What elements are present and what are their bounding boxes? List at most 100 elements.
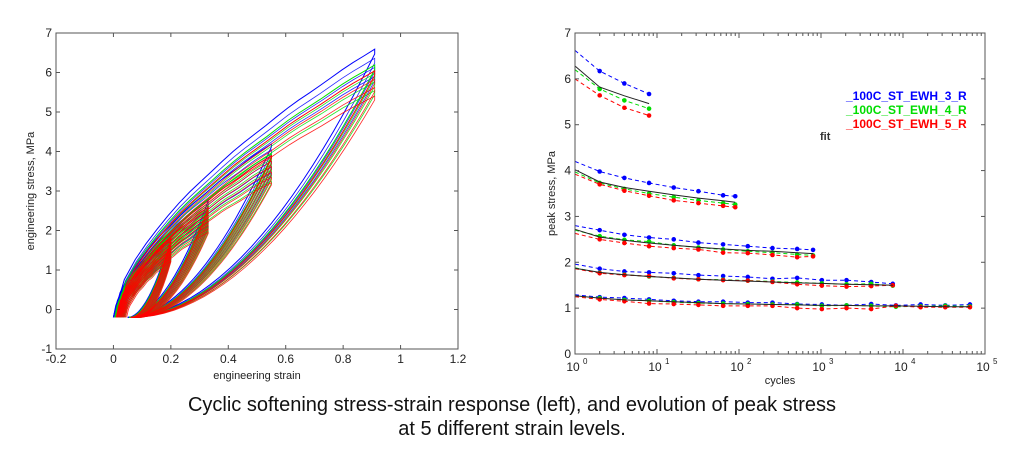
- x-tick-label: 1.2: [450, 352, 467, 366]
- y-tick-label: 4: [45, 145, 52, 159]
- x-tick-label: 0: [110, 352, 117, 366]
- x-tick-exponent: 3: [829, 357, 834, 366]
- y-tick-label: 7: [45, 26, 52, 40]
- legend-entry-3: _100C_ST_EWH_3_R: [845, 89, 967, 103]
- x-tick-exponent: 1: [665, 357, 670, 366]
- x-tick-label: 10: [976, 360, 990, 374]
- strain-level-group-2: [574, 225, 816, 260]
- data-point: [597, 169, 602, 174]
- data-point: [622, 98, 627, 103]
- data-point: [794, 246, 800, 252]
- hysteresis-loop: [121, 182, 272, 318]
- data-point: [671, 237, 677, 242]
- data-point: [868, 306, 874, 312]
- data-point: [646, 106, 652, 111]
- left-axis-ticks: -0.2 0 0.2 0.4 0.6 0.8 1 1.2 -1 0 1 2 3 4 5 6 7: [41, 26, 466, 366]
- data-point: [794, 305, 800, 311]
- fit-line: [574, 267, 893, 286]
- fit-line: [574, 295, 970, 308]
- data-point: [622, 188, 627, 194]
- data-point: [770, 252, 775, 258]
- data-point: [696, 302, 701, 308]
- data-point: [597, 68, 602, 74]
- data-point: [720, 242, 726, 247]
- data-point: [597, 266, 602, 272]
- data-point: [794, 275, 800, 281]
- data-point: [671, 245, 677, 251]
- data-point: [622, 105, 627, 111]
- hysteresis-loop: [119, 171, 272, 318]
- hysteresis-loop: [119, 95, 376, 318]
- hysteresis-loop: [115, 70, 376, 318]
- data-point: [597, 182, 602, 187]
- fit-line: [574, 65, 650, 105]
- caption-line-2: at 5 different strain levels.: [398, 418, 626, 440]
- legend-fit-label: fit: [820, 131, 831, 143]
- hysteresis-loop: [121, 224, 209, 318]
- hysteresis-loops: [112, 48, 376, 318]
- x-tick-label: 1: [397, 352, 404, 366]
- series-line: [574, 78, 650, 116]
- data-point: [770, 245, 775, 251]
- data-point: [696, 240, 701, 245]
- data-point: [720, 273, 726, 279]
- x-tick-label: 10: [648, 360, 662, 374]
- data-point: [745, 243, 751, 249]
- fit-line: [574, 228, 814, 255]
- hysteresis-loop: [114, 57, 376, 318]
- y-tick-label: 3: [564, 209, 571, 223]
- y-tick-label: 2: [45, 224, 52, 238]
- hysteresis-loop: [118, 165, 272, 318]
- data-point: [646, 91, 652, 97]
- x-tick-label: 0.6: [277, 352, 294, 366]
- strain-level-group-0: [574, 50, 652, 118]
- hysteresis-loop: [122, 228, 209, 318]
- data-point: [646, 180, 652, 186]
- hysteresis-loop: [120, 220, 209, 318]
- data-point: [622, 240, 627, 246]
- y-tick-label: 5: [45, 105, 52, 119]
- x-tick-exponent: 4: [911, 357, 916, 366]
- strain-level-group-3: [574, 263, 896, 289]
- peak-stress-series: [574, 50, 973, 312]
- data-point: [810, 247, 816, 253]
- data-point: [819, 306, 825, 312]
- data-point: [696, 188, 701, 194]
- data-point: [646, 270, 652, 275]
- strain-level-group-1: [574, 160, 738, 210]
- data-point: [696, 272, 701, 278]
- series-line: [574, 173, 736, 208]
- data-point: [671, 185, 677, 190]
- hysteresis-loop: [119, 217, 209, 318]
- hysteresis-loop: [112, 48, 376, 318]
- y-tick-label: 1: [45, 263, 52, 277]
- data-point: [720, 193, 726, 198]
- legend: _100C_ST_EWH_3_R _100C_ST_EWH_4_R _100C_…: [820, 89, 967, 143]
- data-point: [844, 277, 849, 283]
- data-point: [745, 274, 751, 280]
- data-point: [671, 198, 677, 203]
- caption-line-1: Cyclic softening stress-strain response …: [187, 394, 837, 416]
- data-point: [844, 284, 849, 289]
- data-point: [732, 193, 738, 199]
- data-point: [646, 243, 652, 249]
- data-point: [597, 93, 602, 98]
- hysteresis-loop: [120, 176, 272, 318]
- hysteresis-loop: [122, 252, 172, 318]
- y-tick-label: 5: [564, 118, 571, 132]
- x-tick-exponent: 5: [993, 357, 998, 366]
- data-point: [720, 250, 726, 255]
- figure-caption: Cyclic softening stress-strain response …: [0, 393, 1024, 441]
- x-tick-label: 0.8: [335, 352, 352, 366]
- y-tick-label: 3: [45, 184, 52, 198]
- left-x-axis-label: engineering strain: [213, 370, 300, 382]
- y-tick-label: 0: [564, 347, 571, 361]
- x-tick-label: 10: [730, 360, 744, 374]
- loop-series-1: [114, 64, 376, 318]
- y-tick-label: 4: [564, 164, 571, 178]
- left-y-axis-label: engineering stress, MPa: [25, 131, 37, 250]
- data-point: [720, 303, 726, 309]
- data-point: [745, 303, 751, 309]
- data-point: [732, 204, 738, 210]
